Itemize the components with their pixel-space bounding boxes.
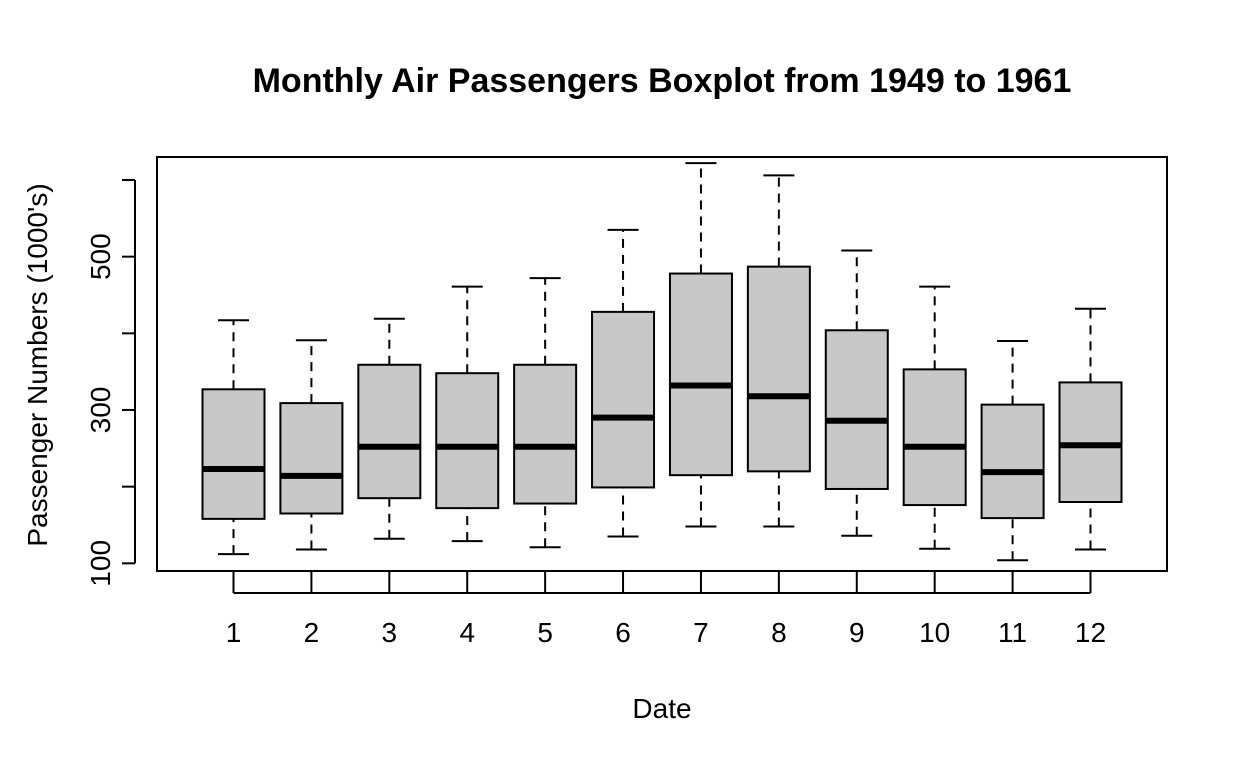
x-tick-label: 10 [919, 617, 950, 648]
iqr-box [980, 403, 1045, 520]
iqr-box [1058, 381, 1123, 503]
x-tick-label: 8 [771, 617, 787, 648]
iqr-box [902, 368, 967, 507]
iqr-box [279, 402, 344, 515]
box-month-2 [279, 339, 344, 551]
box-month-11 [980, 340, 1045, 562]
x-tick-label: 5 [537, 617, 553, 648]
x-tick-label: 9 [849, 617, 865, 648]
x-tick-label: 7 [693, 617, 709, 648]
x-tick-label: 6 [615, 617, 631, 648]
x-tick-label: 12 [1075, 617, 1106, 648]
iqr-box [435, 372, 500, 510]
iqr-box [668, 272, 733, 477]
boxes-group [201, 162, 1123, 562]
box-month-3 [357, 317, 422, 540]
chart-title: Monthly Air Passengers Boxplot from 1949… [253, 62, 1072, 100]
box-month-6 [591, 228, 656, 538]
iqr-box [591, 310, 656, 489]
box-month-10 [902, 285, 967, 550]
box-month-12 [1058, 307, 1123, 551]
x-tick-label: 4 [459, 617, 475, 648]
x-tick-label: 2 [304, 617, 320, 648]
y-axis-label: Passenger Numbers (1000's) [22, 183, 53, 546]
box-month-9 [824, 249, 889, 537]
box-month-8 [746, 174, 811, 528]
y-axis: 100 300 500 [85, 179, 136, 587]
y-tick-label: 300 [85, 387, 116, 434]
box-month-7 [668, 162, 733, 528]
iqr-box [746, 265, 811, 473]
iqr-box [357, 363, 422, 500]
x-axis: 1 2 3 4 5 6 7 8 9 10 11 12 [226, 571, 1106, 648]
iqr-box [824, 329, 889, 490]
y-tick-label: 100 [85, 540, 116, 587]
x-tick-label: 11 [998, 617, 1027, 648]
plot-frame [156, 156, 1168, 572]
x-axis-label: Date [632, 693, 691, 724]
x-tick-label: 3 [382, 617, 398, 648]
x-tick-label: 1 [226, 617, 242, 648]
y-tick-label: 500 [85, 233, 116, 280]
iqr-box [201, 388, 266, 520]
box-month-1 [201, 319, 266, 556]
iqr-box [513, 363, 578, 505]
box-month-5 [513, 277, 578, 549]
box-month-4 [435, 285, 500, 543]
